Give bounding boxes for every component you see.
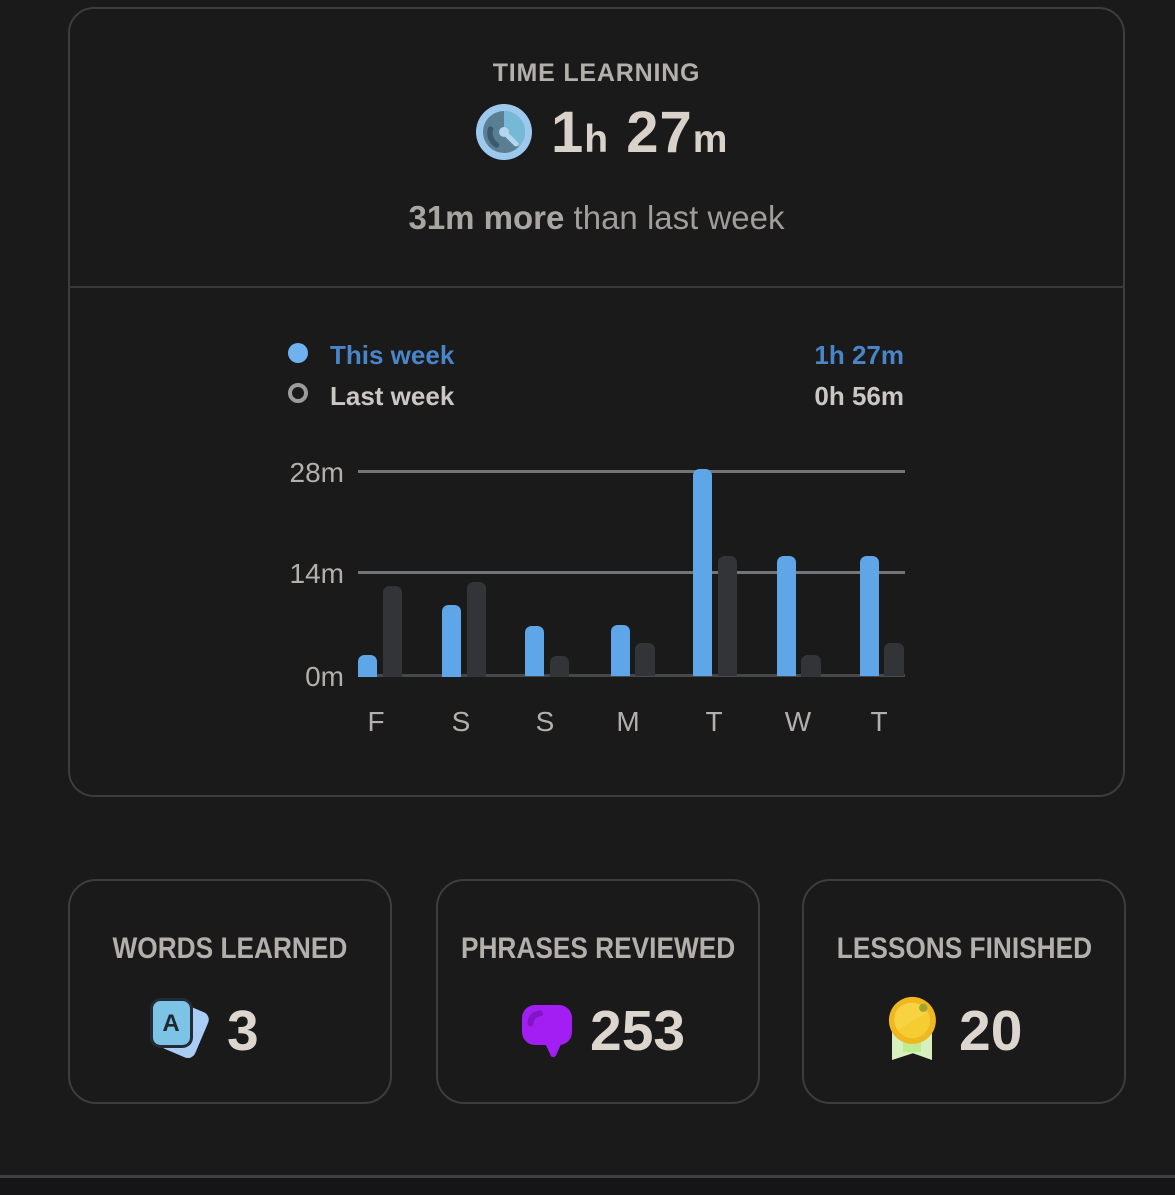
svg-text:A: A — [162, 1010, 179, 1037]
